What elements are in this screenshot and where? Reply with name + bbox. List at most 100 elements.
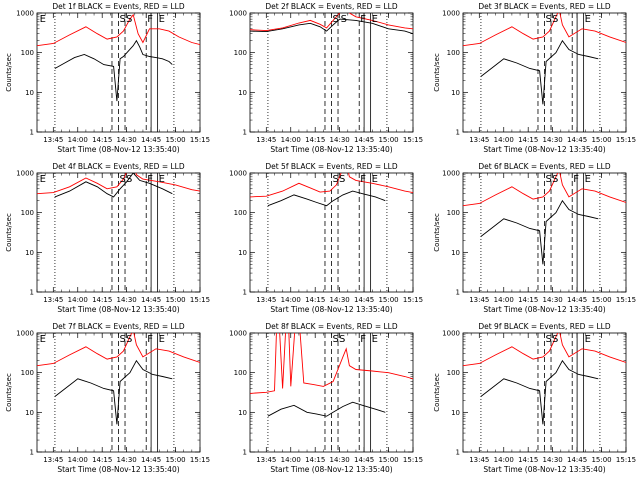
y-tick-label: 10 — [238, 89, 247, 97]
phase-marker-label: F — [360, 334, 366, 345]
series-events-line — [54, 173, 173, 198]
x-axis-label: Start Time (08-Nov-12 13:35:40) — [270, 305, 392, 314]
phase-marker-label: F — [147, 334, 153, 345]
y-tick-label: 1 — [243, 289, 247, 297]
x-tick-label: 14:45 — [141, 456, 161, 464]
x-tick-label: 14:15 — [305, 296, 325, 304]
phase-marker-label: E — [159, 174, 165, 185]
y-axis-label: Counts/sec — [433, 53, 441, 92]
x-tick-label: 14:45 — [141, 296, 161, 304]
y-tick-label: 1 — [456, 449, 460, 457]
x-tick-label: 15:15 — [190, 456, 210, 464]
x-tick-label: 14:15 — [92, 296, 112, 304]
x-tick-label: 13:45 — [43, 456, 63, 464]
y-axis-label: Counts/sec — [433, 213, 441, 252]
chart-title: Det 4f BLACK = Events, RED = LLD — [52, 162, 185, 171]
phase-marker-label: S — [546, 334, 552, 345]
chart-panel-5: Det 5f BLACK = Events, RED = LLD 1 10 100 10… — [229, 162, 423, 314]
x-tick-label: 13:45 — [43, 296, 63, 304]
series-events-line — [54, 39, 173, 102]
chart-panel-3: Det 3f BLACK = Events, RED = LLD 1 10 100 10… — [433, 2, 636, 154]
x-axis-label: Start Time (08-Nov-12 13:35:40) — [483, 465, 605, 474]
x-tick-label: 13:45 — [469, 136, 489, 144]
x-tick-label: 14:45 — [141, 136, 161, 144]
plot-area — [37, 333, 200, 452]
y-tick-label: 10 — [451, 249, 460, 257]
x-tick-label: 13:45 — [469, 456, 489, 464]
x-tick-label: 13:45 — [43, 136, 63, 144]
x-tick-label: 14:15 — [518, 136, 538, 144]
series-lld-line — [250, 333, 413, 394]
x-tick-label: 15:00 — [591, 296, 611, 304]
plot-area — [37, 173, 200, 292]
y-tick-label: 1000 — [16, 170, 34, 178]
x-tick-label: 14:00 — [68, 296, 88, 304]
phase-marker-label: S — [546, 174, 552, 185]
y-tick-label: 1000 — [442, 170, 460, 178]
chart-panel-1: Det 1f BLACK = Events, RED = LLD 1 10 100 10… — [5, 2, 210, 154]
chart-panel-9: Det 9f BLACK = Events, RED = LLD 1 10 100 10… — [433, 322, 636, 474]
x-tick-label: 15:15 — [403, 136, 423, 144]
y-tick-label: 1000 — [16, 10, 34, 18]
y-tick-label: 100 — [234, 49, 247, 57]
series-lld-line — [37, 333, 200, 367]
y-tick-label: 1 — [30, 289, 34, 297]
chart-title: Det 6f BLACK = Events, RED = LLD — [478, 162, 611, 171]
phase-marker-label: S — [333, 174, 339, 185]
x-tick-label: 14:30 — [543, 456, 563, 464]
y-axis-label: Counts/sec — [5, 213, 13, 252]
x-tick-label: 15:15 — [403, 296, 423, 304]
x-tick-label: 15:00 — [591, 136, 611, 144]
x-tick-label: 14:00 — [68, 456, 88, 464]
phase-marker-label: S — [339, 334, 345, 345]
phase-marker-label: F — [573, 174, 579, 185]
x-tick-label: 14:45 — [567, 456, 587, 464]
x-tick-label: 14:45 — [354, 136, 374, 144]
x-tick-label: 14:15 — [305, 136, 325, 144]
x-axis-label: Start Time (08-Nov-12 13:35:40) — [57, 145, 179, 154]
x-tick-label: 15:00 — [165, 456, 185, 464]
chart-panel-6: Det 6f BLACK = Events, RED = LLD 1 10 100 10… — [433, 162, 636, 314]
plot-area — [37, 13, 200, 132]
phase-marker-label: F — [147, 174, 153, 185]
chart-panel-2: Det 2f BLACK = Events, RED = LLD 1 10 100 10… — [229, 2, 423, 154]
phase-marker-label: S — [126, 14, 132, 25]
y-tick-label: 10 — [451, 89, 460, 97]
y-axis-label: Counts/sec — [433, 373, 441, 412]
x-tick-label: 14:15 — [305, 456, 325, 464]
phase-marker-label: E — [372, 174, 378, 185]
x-tick-label: 14:45 — [354, 456, 374, 464]
y-tick-label: 1000 — [229, 330, 247, 338]
chart-title: Det 9f BLACK = Events, RED = LLD — [478, 322, 611, 331]
x-tick-label: 15:15 — [403, 456, 423, 464]
y-tick-label: 1 — [456, 289, 460, 297]
x-tick-label: 14:00 — [281, 296, 301, 304]
chart-panel-4: Det 4f BLACK = Events, RED = LLD 1 10 100 10… — [5, 162, 210, 314]
y-axis-label: Counts/sec — [5, 53, 13, 92]
y-tick-label: 10 — [451, 409, 460, 417]
plot-area — [250, 333, 413, 452]
phase-marker-label: E — [159, 334, 165, 345]
y-tick-label: 100 — [447, 209, 460, 217]
chart-title: Det 7f BLACK = Events, RED = LLD — [52, 322, 185, 331]
series-lld-line — [463, 333, 626, 367]
phase-marker-label: S — [120, 174, 126, 185]
x-tick-label: 14:30 — [117, 136, 137, 144]
x-tick-label: 14:45 — [354, 296, 374, 304]
series-events-line — [267, 190, 386, 207]
y-tick-label: 1 — [456, 129, 460, 137]
x-tick-label: 15:15 — [616, 136, 636, 144]
phase-marker-label: S — [546, 14, 552, 25]
phase-marker-label: F — [147, 14, 153, 25]
series-events-line — [480, 199, 599, 265]
y-tick-label: 10 — [238, 249, 247, 257]
phase-marker-label: E — [40, 174, 46, 185]
y-tick-label: 1000 — [442, 10, 460, 18]
plot-area — [463, 333, 626, 452]
phase-marker-label: S — [552, 334, 558, 345]
x-tick-label: 14:15 — [92, 456, 112, 464]
y-tick-label: 1 — [30, 129, 34, 137]
x-axis-label: Start Time (08-Nov-12 13:35:40) — [270, 465, 392, 474]
x-tick-label: 14:30 — [330, 456, 350, 464]
